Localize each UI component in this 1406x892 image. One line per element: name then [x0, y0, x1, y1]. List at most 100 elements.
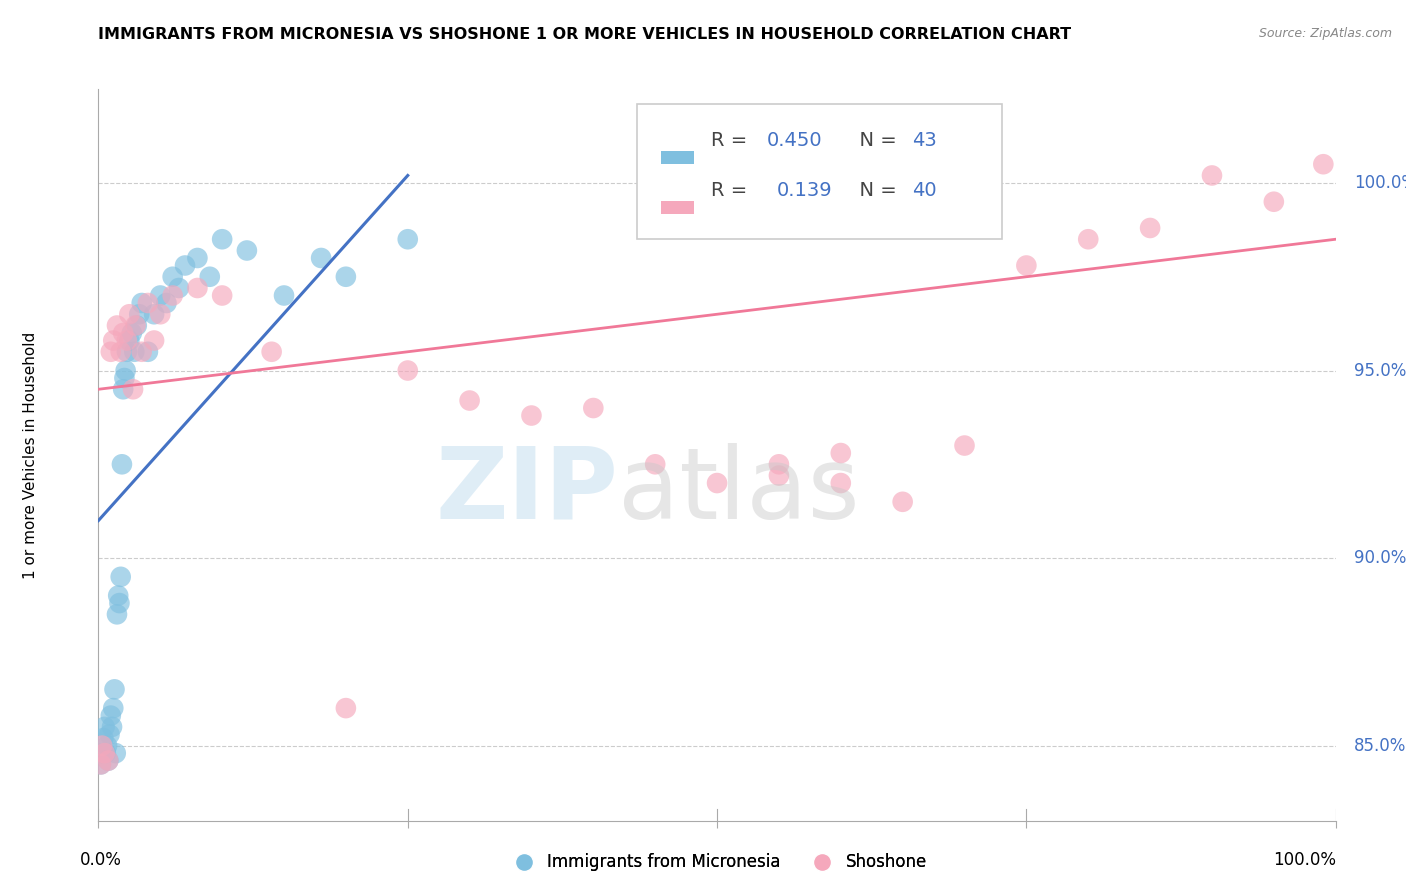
Point — [174, 259, 197, 273]
Point — [103, 334, 125, 348]
Point — [101, 720, 124, 734]
Point — [93, 731, 115, 745]
Text: IMMIGRANTS FROM MICRONESIA VS SHOSHONE 1 OR MORE VEHICLES IN HOUSEHOLD CORRELATI: IMMIGRANTS FROM MICRONESIA VS SHOSHONE 1… — [98, 27, 1071, 42]
Point — [112, 382, 135, 396]
Text: atlas: atlas — [619, 443, 859, 540]
Point — [162, 269, 184, 284]
Point — [458, 393, 481, 408]
Text: 0.0%: 0.0% — [80, 851, 122, 869]
Point — [273, 288, 295, 302]
Text: R =: R = — [711, 131, 754, 150]
Point — [768, 458, 790, 472]
Text: N =: N = — [846, 181, 903, 200]
Point — [118, 334, 141, 348]
Point — [115, 334, 138, 348]
Point — [103, 682, 125, 697]
FancyBboxPatch shape — [661, 151, 695, 164]
Point — [97, 754, 120, 768]
Text: 0.139: 0.139 — [776, 181, 832, 200]
Point — [93, 746, 115, 760]
Point — [211, 232, 233, 246]
Point — [124, 344, 146, 359]
Text: 100.0%: 100.0% — [1272, 851, 1336, 869]
Point — [1263, 194, 1285, 209]
Text: 43: 43 — [912, 131, 938, 150]
Point — [149, 288, 172, 302]
Point — [149, 307, 172, 321]
Point — [125, 318, 148, 333]
Point — [112, 371, 135, 385]
Point — [520, 409, 543, 423]
Point — [93, 720, 115, 734]
Text: 0.450: 0.450 — [766, 131, 823, 150]
Point — [396, 363, 419, 377]
Legend: Immigrants from Micronesia, Shoshone: Immigrants from Micronesia, Shoshone — [501, 847, 934, 878]
Point — [830, 446, 852, 460]
Point — [96, 739, 118, 753]
Point — [111, 458, 134, 472]
Point — [706, 476, 728, 491]
Point — [131, 344, 153, 359]
Point — [1312, 157, 1334, 171]
Point — [768, 468, 790, 483]
Point — [128, 307, 150, 321]
Point — [105, 607, 128, 622]
Point — [108, 596, 131, 610]
Text: Source: ZipAtlas.com: Source: ZipAtlas.com — [1258, 27, 1392, 40]
Point — [891, 495, 914, 509]
Point — [97, 754, 120, 768]
Point — [1201, 169, 1223, 183]
Point — [100, 708, 122, 723]
Point — [186, 281, 208, 295]
Point — [94, 746, 117, 760]
FancyBboxPatch shape — [637, 103, 1001, 239]
Text: 1 or more Vehicles in Household: 1 or more Vehicles in Household — [22, 331, 38, 579]
Point — [91, 739, 114, 753]
Point — [115, 344, 138, 359]
Point — [644, 458, 666, 472]
Point — [118, 307, 141, 321]
Point — [830, 476, 852, 491]
Text: 95.0%: 95.0% — [1354, 361, 1406, 379]
Point — [110, 570, 132, 584]
Point — [309, 251, 332, 265]
Point — [105, 318, 128, 333]
Point — [136, 296, 159, 310]
Text: 85.0%: 85.0% — [1354, 737, 1406, 755]
Point — [136, 344, 159, 359]
Point — [90, 757, 112, 772]
Point — [335, 269, 357, 284]
Point — [186, 251, 208, 265]
Point — [143, 307, 166, 321]
Point — [103, 701, 125, 715]
Point — [335, 701, 357, 715]
Point — [107, 589, 129, 603]
Text: N =: N = — [846, 131, 903, 150]
Point — [1015, 259, 1038, 273]
Text: ZIP: ZIP — [436, 443, 619, 540]
Point — [260, 344, 283, 359]
Point — [131, 296, 153, 310]
Text: 100.0%: 100.0% — [1354, 174, 1406, 192]
Text: 90.0%: 90.0% — [1354, 549, 1406, 567]
Point — [114, 363, 136, 377]
Point — [198, 269, 221, 284]
Text: 40: 40 — [912, 181, 938, 200]
Point — [121, 326, 143, 340]
Point — [167, 281, 190, 295]
Point — [211, 288, 233, 302]
Point — [122, 382, 145, 396]
Point — [104, 746, 127, 760]
Point — [110, 344, 132, 359]
Point — [1139, 221, 1161, 235]
Point — [162, 288, 184, 302]
Point — [124, 318, 146, 333]
Point — [582, 401, 605, 415]
Point — [100, 344, 122, 359]
Point — [1077, 232, 1099, 246]
Point — [91, 746, 114, 760]
Point — [90, 757, 112, 772]
Point — [155, 296, 177, 310]
Point — [236, 244, 259, 258]
Point — [953, 438, 976, 452]
